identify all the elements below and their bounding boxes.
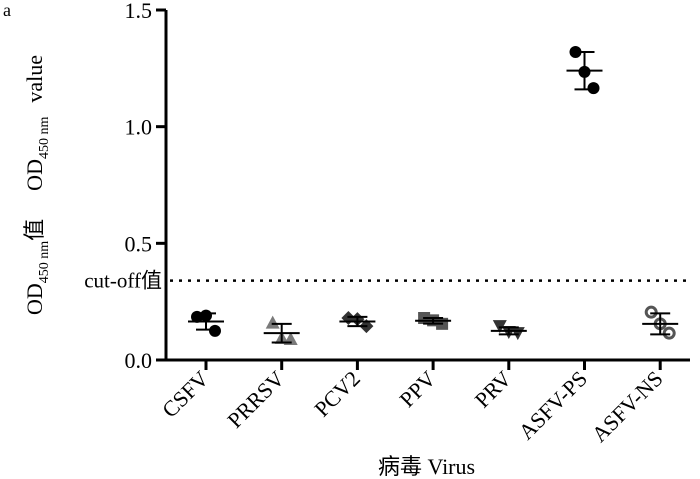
data-point: [209, 324, 221, 337]
series-prrsv: [263, 315, 300, 345]
y-axis-title-en-sub: 450 nm: [37, 117, 52, 160]
data-series: [188, 46, 679, 345]
category-label-ppv: PPV: [394, 366, 440, 412]
y-axis-title-cn-sub: 450 nm: [37, 241, 52, 284]
y-tick-label: 0.5: [125, 231, 153, 256]
data-point: [644, 305, 658, 319]
data-point: [587, 82, 600, 95]
y-ticks: 0.0 0.5 1.0 1.5: [125, 0, 166, 373]
data-point: [662, 326, 676, 340]
category-label-prv: PRV: [470, 366, 517, 413]
series-csfv: [188, 309, 224, 337]
y-tick-label: 1.0: [125, 115, 153, 140]
cutoff-label: cut-off值: [84, 269, 162, 293]
category-label-asfv-ps: ASFV-PS: [514, 366, 593, 445]
series-pcv2: [339, 311, 376, 334]
y-axis-title-en-suffix: value: [22, 55, 47, 103]
y-tick-label: 0.0: [125, 348, 153, 373]
category-label-asfv-ns: ASFV-NS: [587, 366, 668, 447]
series-asfv-ps: [566, 46, 603, 95]
y-axis-title-cn-prefix: OD: [22, 283, 47, 315]
y-tick-label: 1.5: [125, 0, 153, 23]
data-point: [265, 315, 280, 329]
y-axis-title-en-prefix: OD: [22, 159, 47, 191]
y-axis-title-cn-suffix: 值: [22, 219, 47, 241]
series-prv: [490, 320, 527, 341]
category-label-csfv: CSFV: [157, 366, 214, 423]
y-axis-title: OD450 nm值OD450 nmvalue: [22, 55, 52, 315]
panel-label: a: [3, 0, 11, 20]
svg-text:OD450 nm值OD450 nmvalue: OD450 nm值OD450 nmvalue: [22, 55, 52, 315]
x-axis-title: 病毒 Virus: [378, 454, 475, 479]
series-asfv-ns: [642, 305, 679, 340]
series-ppv: [415, 312, 452, 330]
category-label-pcv2: PCV2: [309, 366, 365, 422]
category-label-prrsv: PRRSV: [222, 366, 289, 433]
